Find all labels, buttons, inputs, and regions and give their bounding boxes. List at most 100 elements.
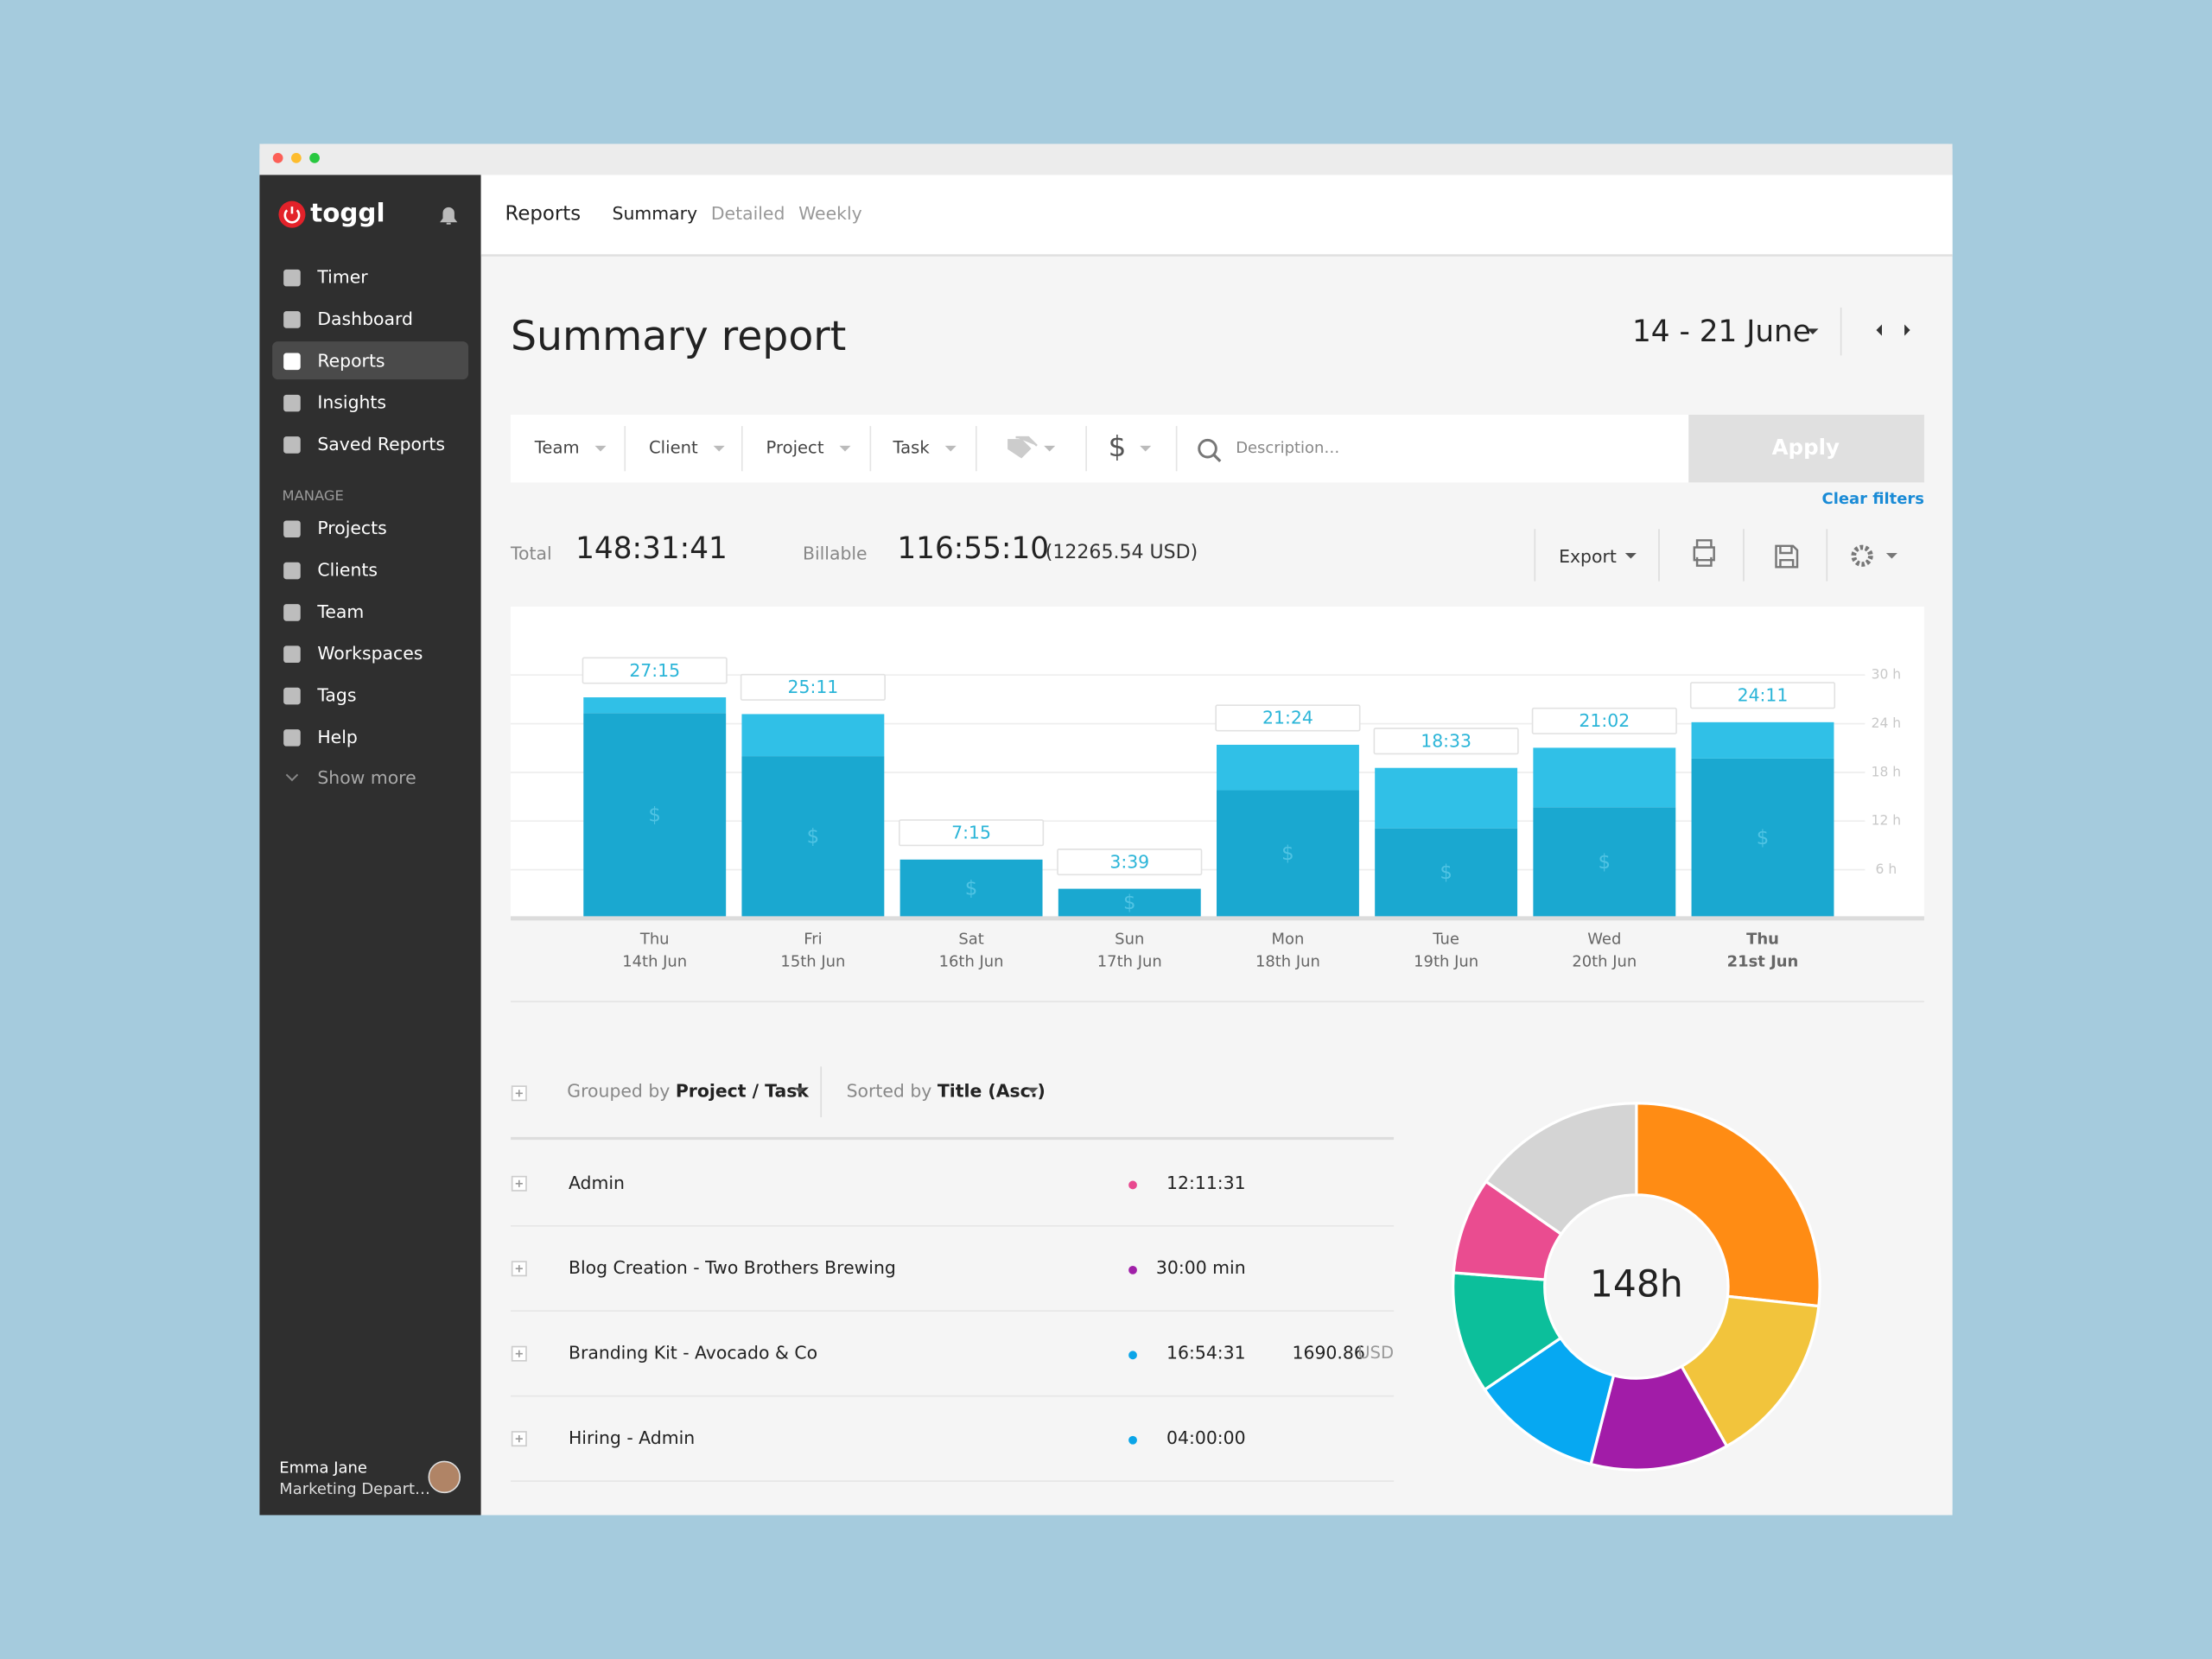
bar-segment: [1533, 747, 1676, 808]
nav-icon: [283, 604, 301, 621]
row-duration: 12:11:31: [1166, 1173, 1246, 1193]
billable-symbol: $: [1440, 861, 1452, 884]
manage-item[interactable]: Workspaces: [317, 643, 423, 664]
plus: [515, 1265, 523, 1273]
bar-segment: [1691, 758, 1834, 918]
billable-symbol: $: [965, 877, 978, 899]
search-icon-handle: [1211, 453, 1222, 463]
manage-item[interactable]: Projects: [317, 518, 386, 538]
x-tick-label: Mon: [1272, 930, 1305, 948]
logo-icon: [278, 200, 306, 228]
nav-item[interactable]: Timer: [316, 267, 368, 288]
row-title[interactable]: Branding Kit - Avocado & Co: [569, 1343, 817, 1363]
nav-item[interactable]: Dashboard: [317, 308, 413, 329]
total-value: 148:31:41: [575, 531, 728, 566]
export-button[interactable]: Export: [1559, 546, 1617, 567]
x-tick-label: 18th Jun: [1255, 952, 1320, 970]
value-label: 25:11: [788, 677, 839, 697]
filter[interactable]: Team: [534, 438, 580, 458]
plus: [515, 1090, 523, 1097]
header: [480, 175, 1953, 256]
donut-center-label: 148h: [1590, 1263, 1683, 1306]
y-tick-label: 30 h: [1872, 667, 1901, 683]
minimize-dot[interactable]: [290, 152, 302, 163]
filter[interactable]: Project: [766, 438, 824, 458]
filter[interactable]: Task: [892, 438, 930, 458]
value-label: 27:15: [629, 660, 680, 681]
row-duration: 16:54:31: [1166, 1343, 1246, 1363]
billable-label: Billable: [803, 543, 868, 564]
donut-slice: [1679, 1294, 1821, 1448]
x-tick-label: 17th Jun: [1097, 952, 1162, 970]
row-amount: 1690.86: [1293, 1343, 1365, 1363]
next-arrow[interactable]: [1904, 324, 1910, 336]
avatar[interactable]: [428, 1460, 461, 1494]
billable-filter[interactable]: $: [1109, 430, 1127, 463]
save-icon[interactable]: [1775, 544, 1799, 569]
value-label-box: [1531, 707, 1677, 734]
date-caret[interactable]: [1807, 328, 1819, 334]
nav-item[interactable]: Reports: [317, 350, 385, 371]
logo-text[interactable]: toggl: [310, 199, 385, 228]
zoom-dot[interactable]: [309, 152, 320, 163]
plus: [515, 1179, 523, 1187]
row-title[interactable]: Admin: [569, 1173, 625, 1193]
nav-item[interactable]: Saved Reports: [317, 434, 445, 454]
x-tick-label: 15th Jun: [780, 952, 845, 970]
sorting[interactable]: Sorted by Title (Asc.): [847, 1081, 1046, 1102]
nav-icon: [283, 520, 301, 538]
search-icon: [1198, 438, 1217, 459]
caret: [1885, 553, 1897, 559]
close-dot[interactable]: [272, 152, 283, 163]
row-title[interactable]: Hiring - Admin: [569, 1427, 695, 1448]
grouping[interactable]: Grouped by Project / Task: [567, 1081, 809, 1102]
caret: [1140, 445, 1152, 452]
bell-icon[interactable]: [440, 207, 458, 225]
nav-icon: [283, 394, 301, 412]
filter[interactable]: Client: [649, 438, 698, 458]
date-range[interactable]: 14 - 21 June: [1632, 315, 1811, 349]
bar-segment: [1533, 807, 1676, 918]
manage-item[interactable]: Clients: [317, 560, 378, 581]
x-tick-label: Sun: [1115, 930, 1144, 948]
bar-segment: [1375, 767, 1518, 829]
bar-segment: [1217, 744, 1359, 791]
x-tick-label: 14th Jun: [622, 952, 687, 970]
prev-arrow[interactable]: [1876, 324, 1882, 336]
row-title[interactable]: Blog Creation - Two Brothers Brewing: [569, 1257, 896, 1278]
caret: [1027, 1087, 1039, 1094]
value-label-box: [740, 673, 886, 701]
apply-button[interactable]: [1688, 415, 1924, 483]
billable-amount: (12265.54 USD): [1046, 542, 1198, 563]
value-label: 24:11: [1738, 685, 1789, 706]
manage-item[interactable]: Help: [317, 727, 358, 747]
tab[interactable]: Summary: [613, 203, 698, 224]
nav-item[interactable]: Insights: [317, 392, 386, 413]
apply-label[interactable]: Apply: [1772, 435, 1840, 460]
x-tick-label: Thu: [639, 930, 670, 948]
value-label: 21:24: [1262, 708, 1313, 728]
tag-filter-icon[interactable]: [1007, 435, 1038, 459]
bar-segment: [1058, 888, 1201, 918]
billable-symbol: $: [1123, 892, 1136, 914]
tab[interactable]: Detailed: [711, 203, 785, 224]
print-icon[interactable]: [1693, 539, 1715, 567]
settings-icon[interactable]: [1851, 544, 1873, 567]
show-more[interactable]: Show more: [317, 767, 416, 788]
row-duration: 30:00 min: [1156, 1257, 1246, 1278]
value-label-box: [899, 819, 1045, 847]
manage-item[interactable]: Tags: [316, 685, 356, 706]
billable-symbol: $: [1281, 842, 1294, 865]
manage-item[interactable]: Team: [316, 601, 364, 622]
value-label-box: [1215, 704, 1361, 732]
row-currency: USD: [1357, 1343, 1394, 1363]
page-title: Summary report: [511, 313, 846, 360]
tab[interactable]: Weekly: [798, 203, 862, 224]
total-label: Total: [510, 543, 552, 564]
caret: [794, 1087, 806, 1094]
x-tick-label: 21st Jun: [1727, 952, 1799, 970]
description-input[interactable]: Description…: [1236, 439, 1339, 457]
clear-filters[interactable]: Clear filters: [1822, 490, 1924, 508]
